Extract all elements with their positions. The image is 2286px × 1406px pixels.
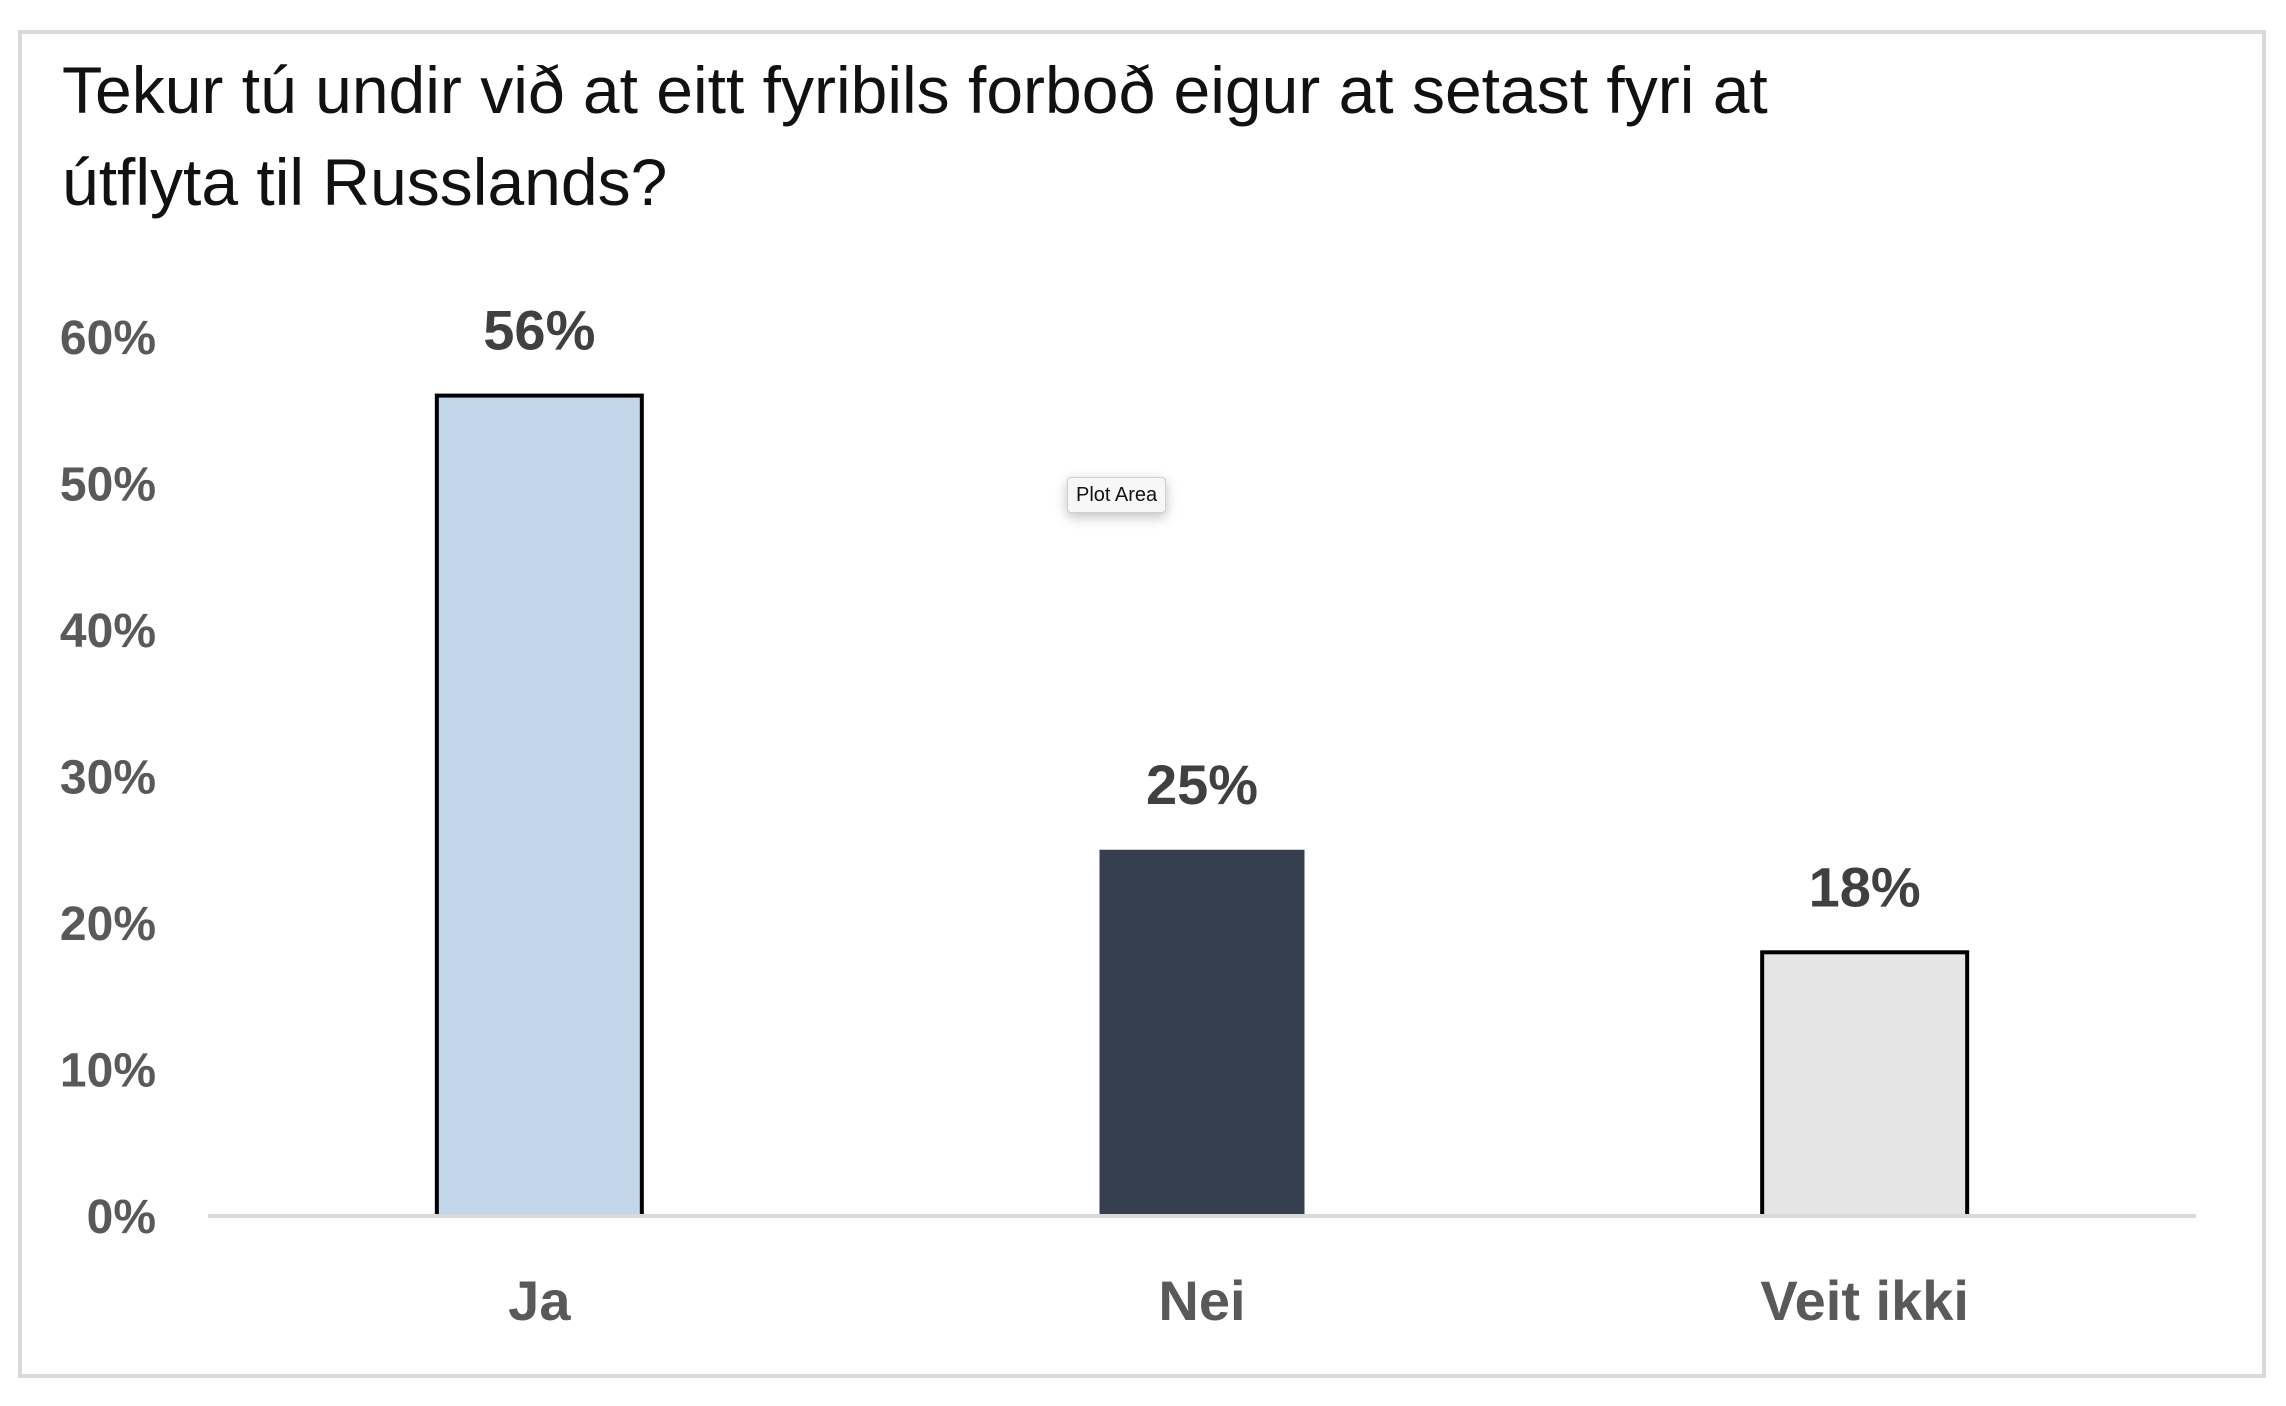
chart-title: Tekur tú undir við at eitt fyribils forb…	[62, 53, 1768, 219]
bar-ja[interactable]	[434, 393, 644, 1219]
data-label-nei: 25%	[1146, 753, 1258, 816]
bars-group	[434, 393, 1970, 1219]
data-labels-group: 56% 25% 18%	[483, 299, 1920, 919]
y-tick-label: 50%	[60, 459, 156, 512]
y-tick-label: 0%	[87, 1191, 156, 1244]
y-tick-label: 40%	[60, 605, 156, 658]
y-tick-label: 20%	[60, 898, 156, 951]
data-label-veit-ikki: 18%	[1809, 855, 1921, 918]
y-tick-label: 30%	[60, 752, 156, 805]
data-label-ja: 56%	[483, 299, 595, 362]
y-axis: 0% 10% 20% 30% 40% 50% 60%	[60, 312, 156, 1244]
x-tick-label-ja: Ja	[508, 1269, 571, 1332]
y-tick-label: 10%	[60, 1045, 156, 1098]
x-tick-label-nei: Nei	[1158, 1269, 1245, 1332]
bar-nei[interactable]	[1099, 849, 1305, 1216]
y-tick-label: 60%	[60, 312, 156, 365]
x-axis: Ja Nei Veit ikki	[508, 1269, 1969, 1332]
bar-veit-ikki[interactable]	[1760, 950, 1970, 1218]
plot-area-tooltip: Plot Area	[1067, 477, 1167, 513]
x-tick-label-veit-ikki: Veit ikki	[1760, 1269, 1969, 1332]
